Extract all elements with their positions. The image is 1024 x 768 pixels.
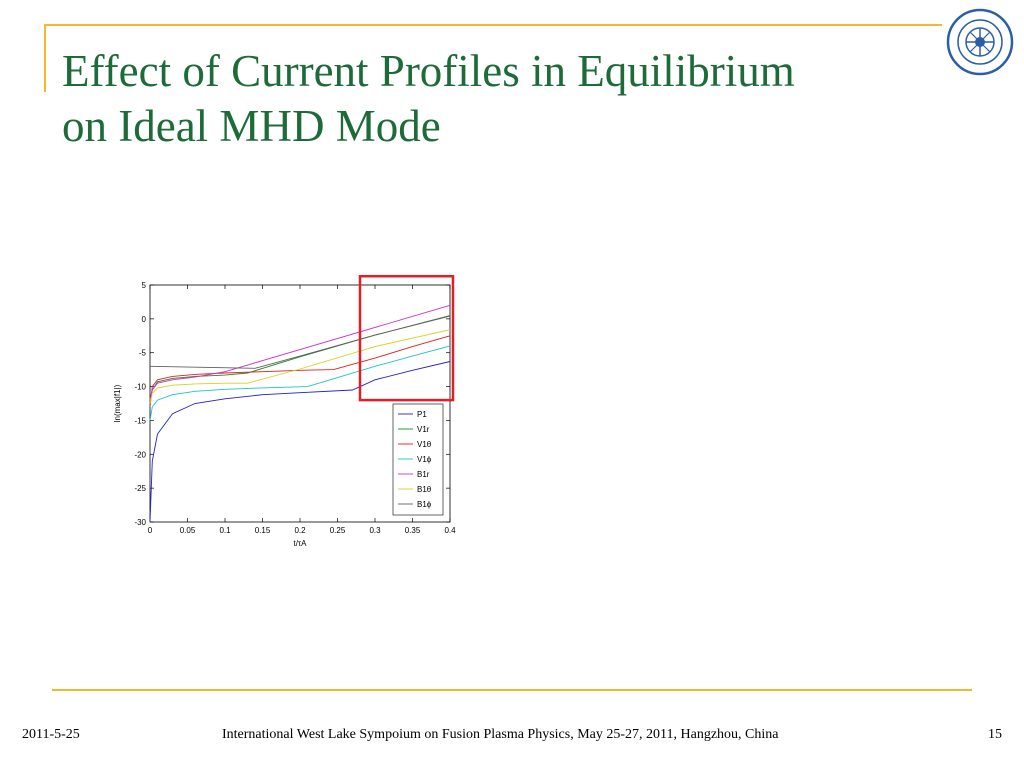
series-line-6 <box>149 315 451 369</box>
x-axis-label: t/τA <box>294 539 308 548</box>
slide-title-line1: Effect of Current Profiles in Equilibriu… <box>62 46 795 96</box>
y-tick-label: -15 <box>134 416 146 425</box>
highlight-box <box>358 274 455 402</box>
legend-label-2: V1θ <box>417 440 432 449</box>
legend-label-1: V1r <box>417 425 430 434</box>
top-accent-rule <box>44 24 942 26</box>
page-number: 15 <box>988 727 1002 742</box>
y-tick-label: -30 <box>134 518 146 527</box>
x-tick-label: 0.3 <box>369 526 381 535</box>
y-tick-label: 0 <box>142 315 147 324</box>
y-axis-label: ln(max|f1|) <box>113 384 122 422</box>
legend-box <box>392 403 444 516</box>
slide-title: Effect of Current Profiles in Equilibriu… <box>62 44 932 154</box>
slide-title-line2: on Ideal MHD Mode <box>62 101 441 151</box>
y-tick-label: -20 <box>134 450 146 459</box>
x-tick-label: 0.1 <box>219 526 231 535</box>
legend-label-4: B1r <box>417 470 430 479</box>
series-line-5 <box>149 329 451 404</box>
footer-date: 2011-5-25 <box>22 727 80 742</box>
y-tick-label: -5 <box>139 349 147 358</box>
y-tick-label: -25 <box>134 484 146 493</box>
x-tick-label: 0.25 <box>330 526 346 535</box>
legend-label-3: V1ϕ <box>417 455 432 464</box>
legend-label-0: P1 <box>417 410 427 419</box>
y-tick-label: -10 <box>134 383 146 392</box>
legend-label-5: B1θ <box>417 485 432 494</box>
growth-rate-chart: 0 0.05 0.1 0.15 0.2 0.25 0.3 0.35 0.4 5 0 -5 -10 -15 -… <box>100 262 480 562</box>
x-tick-label: 0.05 <box>180 526 196 535</box>
x-tick-label: 0.4 <box>444 526 456 535</box>
series-line-2 <box>149 335 451 407</box>
series-line-4 <box>149 304 451 401</box>
x-tick-label: 0.15 <box>255 526 271 535</box>
x-tick-label: 0.2 <box>294 526 306 535</box>
footer-rule <box>52 689 972 691</box>
university-seal-icon <box>946 8 1014 76</box>
series-line-3 <box>149 345 451 421</box>
footer-conference: International West Lake Sympoium on Fusi… <box>222 727 779 742</box>
y-tick-label: 5 <box>142 281 147 290</box>
left-accent-rule <box>44 24 46 92</box>
series-line-0 <box>149 361 451 523</box>
chart-svg: 0 0.05 0.1 0.15 0.2 0.25 0.3 0.35 0.4 5 0 -5 -10 -15 -… <box>113 274 456 548</box>
x-tick-label: 0 <box>148 526 153 535</box>
legend-label-6: B1ϕ <box>417 500 432 509</box>
x-tick-label: 0.35 <box>405 526 421 535</box>
